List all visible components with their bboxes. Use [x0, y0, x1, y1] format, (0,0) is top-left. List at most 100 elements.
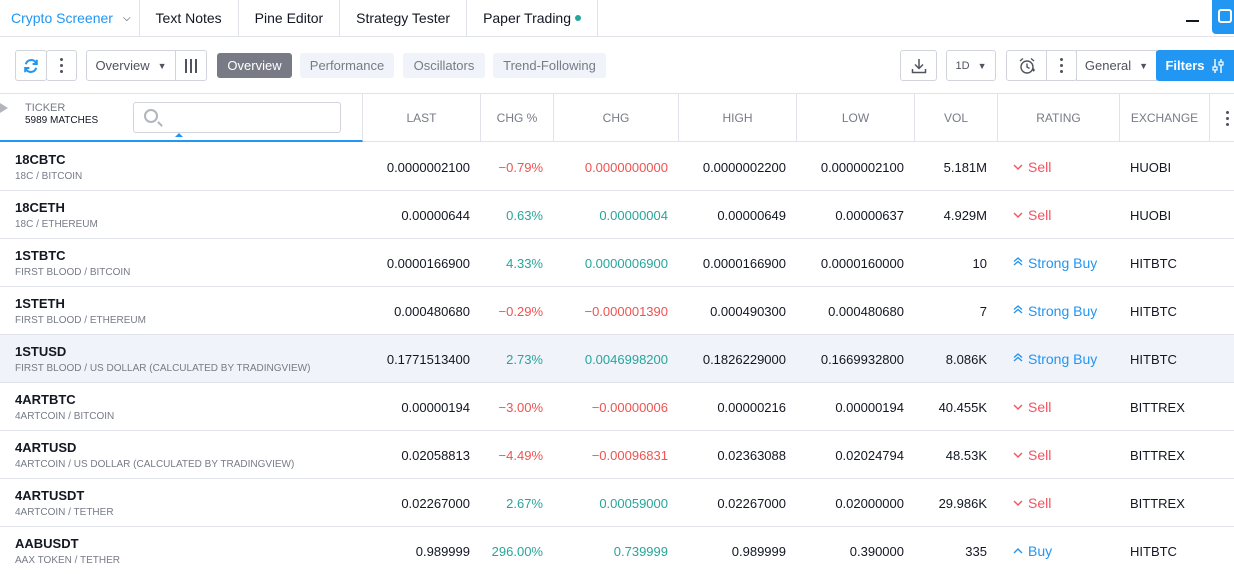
- cell-chg: 0.0000006900: [584, 255, 668, 271]
- caret-down-icon: ▼: [977, 60, 987, 71]
- minimize-panel-icon[interactable]: [1186, 20, 1199, 22]
- cell-vol: 7: [979, 303, 987, 319]
- column-header-last[interactable]: LAST: [363, 94, 481, 142]
- cell-last: 0.0000002100: [386, 159, 470, 175]
- table-row[interactable]: 18CBTC 18C / BITCOIN 0.0000002100 −0.79% 0.0…: [0, 143, 1234, 191]
- interval-dropdown[interactable]: 1D ▼: [946, 50, 996, 81]
- tab-crypto-screener-label: Crypto Screener: [11, 10, 113, 26]
- cell-chg-pct: 4.33%: [506, 255, 543, 271]
- cell-vol: 40.455K: [938, 399, 987, 415]
- pill-trend-following[interactable]: Trend-Following: [493, 53, 606, 78]
- cell-exchange: HUOBI: [1130, 207, 1172, 223]
- rating-label: Sell: [1028, 399, 1052, 415]
- table-row[interactable]: AABUSDT AAX TOKEN / TETHER 0.989999 296.00%…: [0, 527, 1234, 574]
- cell-high: 0.1826229000: [702, 351, 786, 367]
- table-row[interactable]: 1STETH FIRST BLOOD / ETHEREUM 0.000480680 −…: [0, 287, 1234, 335]
- table-row[interactable]: 1STUSD FIRST BLOOD / US DOLLAR (CALCULATE…: [0, 335, 1234, 383]
- cell-chg: 0.739999: [613, 543, 668, 559]
- column-header-vol[interactable]: VOL: [915, 94, 998, 142]
- table-row[interactable]: 18CETH 18C / ETHEREUM 0.00000644 0.63% 0.000…: [0, 191, 1234, 239]
- chevron-down-icon[interactable]: ⌵: [122, 12, 131, 24]
- tab-strategy-tester[interactable]: Strategy Tester: [340, 0, 468, 36]
- ticker-description: 18C / BITCOIN: [15, 171, 83, 182]
- view-select-label: Overview: [95, 58, 150, 73]
- rating-badge: Strong Buy: [1013, 335, 1097, 383]
- column-header-high[interactable]: HIGH: [679, 94, 797, 142]
- chevron-down-icon: [1013, 209, 1023, 221]
- maximize-panel-button[interactable]: [1212, 0, 1234, 34]
- tab-paper-trading[interactable]: Paper Trading: [467, 0, 599, 36]
- cell-chg: −0.000001390: [584, 303, 668, 319]
- table-header: TICKER 5989 MATCHES LAST CHG % CHG HIGH …: [0, 94, 1234, 142]
- column-header-exchange[interactable]: EXCHANGE: [1120, 94, 1210, 142]
- cell-last: 0.0000166900: [386, 255, 470, 271]
- table-row[interactable]: 1STBTC FIRST BLOOD / BITCOIN 0.0000166900 4…: [0, 239, 1234, 287]
- ticker-symbol[interactable]: 4ARTUSDT: [15, 488, 85, 503]
- ticker-header-label: TICKER: [25, 102, 66, 114]
- alert-button[interactable]: [1006, 50, 1047, 81]
- cell-low: 0.0000002100: [820, 159, 904, 175]
- cell-low: 0.1669932800: [820, 351, 904, 367]
- column-set-dropdown[interactable]: General ▼: [1076, 50, 1157, 81]
- rating-badge: Sell: [1013, 191, 1051, 239]
- cell-low: 0.390000: [849, 543, 904, 559]
- filters-button[interactable]: Filters: [1156, 50, 1234, 81]
- column-header-chg[interactable]: CHG: [554, 94, 679, 142]
- cell-chg-pct: −0.79%: [498, 159, 543, 175]
- cell-low: 0.00000194: [835, 399, 904, 415]
- cell-last: 0.02058813: [401, 447, 470, 463]
- table-row[interactable]: 4ARTUSD 4ARTCOIN / US DOLLAR (CALCULATED …: [0, 431, 1234, 479]
- cell-chg-pct: −0.29%: [498, 303, 543, 319]
- flag-icon[interactable]: [0, 103, 8, 113]
- rating-badge: Sell: [1013, 431, 1051, 479]
- search-input[interactable]: [133, 102, 341, 137]
- ticker-symbol[interactable]: 1STBTC: [15, 248, 66, 263]
- connected-status-dot: [575, 15, 582, 21]
- cell-high: 0.0000002200: [702, 159, 786, 175]
- ticker-symbol[interactable]: 4ARTUSD: [15, 440, 77, 455]
- more-vertical-icon: [1060, 58, 1063, 73]
- tab-crypto-screener[interactable]: Crypto Screener ⌵: [0, 0, 140, 36]
- cell-exchange: BITTREX: [1130, 495, 1185, 511]
- export-button[interactable]: [900, 50, 937, 81]
- rating-label: Sell: [1028, 207, 1052, 223]
- cell-vol: 10: [972, 255, 987, 271]
- more-options-button[interactable]: [46, 50, 77, 81]
- column-settings-icon[interactable]: [1226, 111, 1229, 126]
- view-select-dropdown[interactable]: Overview ▼: [86, 50, 176, 81]
- rating-label: Sell: [1028, 159, 1052, 175]
- cell-high: 0.00000649: [717, 207, 786, 223]
- search-icon: [144, 109, 158, 123]
- cell-chg-pct: 2.67%: [506, 495, 543, 511]
- cell-chg-pct: 2.73%: [506, 351, 543, 367]
- table-row[interactable]: 4ARTUSDT 4ARTCOIN / TETHER 0.02267000 2.67%…: [0, 479, 1234, 527]
- rating-badge: Strong Buy: [1013, 287, 1097, 335]
- column-header-chg-pct[interactable]: CHG %: [481, 94, 554, 142]
- cell-chg-pct: −3.00%: [498, 399, 543, 415]
- ticker-symbol[interactable]: 1STETH: [15, 296, 65, 311]
- ticker-column-header[interactable]: TICKER 5989 MATCHES: [0, 94, 363, 142]
- table-row[interactable]: 4ARTBTC 4ARTCOIN / BITCOIN 0.00000194 −3.00…: [0, 383, 1234, 431]
- tab-pine-editor[interactable]: Pine Editor: [239, 0, 341, 36]
- column-header-low[interactable]: LOW: [797, 94, 915, 142]
- ticker-symbol[interactable]: 18CETH: [15, 200, 65, 215]
- ticker-symbol[interactable]: 4ARTBTC: [15, 392, 76, 407]
- alert-more-button[interactable]: [1046, 50, 1077, 81]
- ticker-symbol[interactable]: 1STUSD: [15, 344, 67, 359]
- pill-overview[interactable]: Overview: [217, 53, 292, 78]
- ticker-description: 4ARTCOIN / TETHER: [15, 507, 114, 518]
- caret-down-icon: ▼: [1139, 60, 1149, 71]
- cell-exchange: HITBTC: [1130, 255, 1177, 271]
- ticker-symbol[interactable]: AABUSDT: [15, 536, 79, 551]
- pill-oscillators[interactable]: Oscillators: [403, 53, 485, 78]
- rating-label: Strong Buy: [1028, 303, 1098, 319]
- pill-performance[interactable]: Performance: [300, 53, 394, 78]
- refresh-button[interactable]: [15, 50, 47, 81]
- tab-text-notes[interactable]: Text Notes: [140, 0, 239, 36]
- chevron-down-icon: [1013, 161, 1023, 173]
- ticker-symbol[interactable]: 18CBTC: [15, 152, 66, 167]
- cell-chg: −0.00096831: [591, 447, 668, 463]
- rating-label: Buy: [1028, 543, 1053, 559]
- columns-button[interactable]: [175, 50, 207, 81]
- column-header-rating[interactable]: RATING: [998, 94, 1120, 142]
